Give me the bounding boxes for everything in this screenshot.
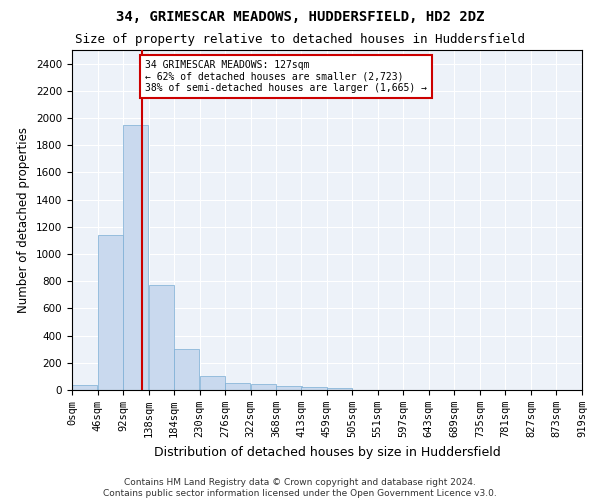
Text: Size of property relative to detached houses in Huddersfield: Size of property relative to detached ho… [75, 32, 525, 46]
Text: Contains HM Land Registry data © Crown copyright and database right 2024.
Contai: Contains HM Land Registry data © Crown c… [103, 478, 497, 498]
Text: 34 GRIMESCAR MEADOWS: 127sqm
← 62% of detached houses are smaller (2,723)
38% of: 34 GRIMESCAR MEADOWS: 127sqm ← 62% of de… [145, 60, 427, 92]
Bar [149, 284, 174, 390]
Text: 34, GRIMESCAR MEADOWS, HUDDERSFIELD, HD2 2DZ: 34, GRIMESCAR MEADOWS, HUDDERSFIELD, HD2… [116, 10, 484, 24]
Bar [98, 235, 123, 390]
Bar [301, 388, 326, 390]
X-axis label: Distribution of detached houses by size in Huddersfield: Distribution of detached houses by size … [154, 446, 500, 458]
Bar [72, 385, 97, 390]
Bar [277, 386, 302, 390]
Bar [175, 349, 199, 390]
Bar [327, 388, 352, 390]
Bar [251, 384, 276, 390]
Bar [200, 376, 225, 390]
Y-axis label: Number of detached properties: Number of detached properties [17, 127, 31, 313]
Bar [226, 383, 250, 390]
Bar [123, 125, 148, 390]
